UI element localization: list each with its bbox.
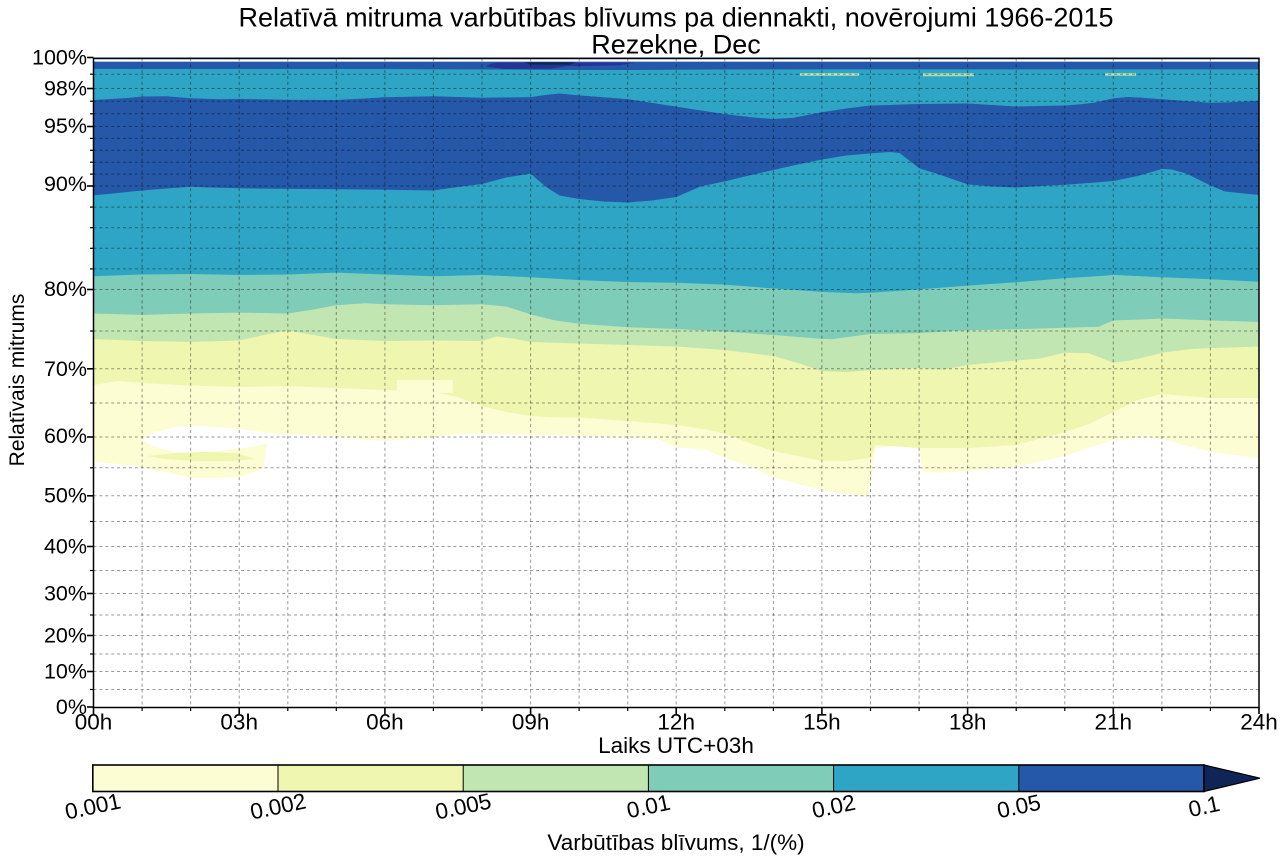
svg-text:Relatīvais mitrums: Relatīvais mitrums (6, 294, 29, 467)
svg-text:12h: 12h (657, 710, 695, 735)
svg-text:98%: 98% (44, 77, 87, 101)
svg-text:18h: 18h (949, 710, 987, 735)
svg-text:00h: 00h (75, 710, 113, 735)
svg-text:21h: 21h (1095, 710, 1133, 735)
svg-text:60%: 60% (44, 424, 87, 448)
svg-text:0%: 0% (56, 695, 87, 719)
svg-text:90%: 90% (44, 172, 87, 196)
svg-text:Relatīvā mitruma varbūtības bl: Relatīvā mitruma varbūtības blīvums pa d… (239, 3, 1114, 33)
svg-text:100%: 100% (32, 46, 87, 70)
svg-text:Varbūtības blīvums, 1/(%): Varbūtības blīvums, 1/(%) (547, 830, 804, 855)
svg-text:10%: 10% (44, 660, 87, 684)
svg-text:30%: 30% (44, 582, 87, 606)
svg-text:95%: 95% (44, 114, 87, 138)
svg-text:Rezekne, Dec: Rezekne, Dec (591, 30, 761, 60)
svg-text:20%: 20% (44, 624, 87, 648)
svg-text:80%: 80% (44, 277, 87, 301)
svg-text:03h: 03h (220, 710, 258, 735)
svg-text:06h: 06h (366, 710, 404, 735)
svg-text:15h: 15h (803, 710, 841, 735)
svg-text:50%: 50% (44, 484, 87, 508)
svg-text:24h: 24h (1240, 710, 1278, 735)
svg-text:40%: 40% (44, 535, 87, 559)
svg-text:70%: 70% (44, 357, 87, 381)
svg-text:09h: 09h (512, 710, 550, 735)
svg-text:Laiks UTC+03h: Laiks UTC+03h (598, 733, 754, 758)
